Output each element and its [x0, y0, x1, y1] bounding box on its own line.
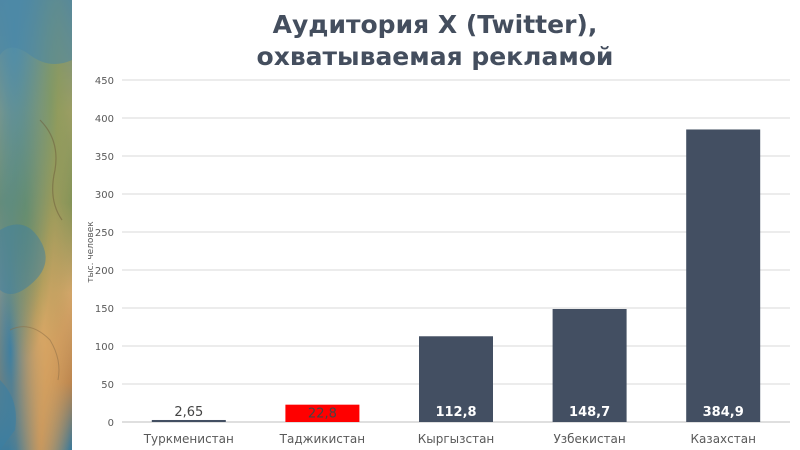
bar [552, 308, 627, 422]
y-axis-label: тыс. человек [86, 221, 96, 283]
bars [151, 129, 761, 422]
y-tick-label: 300 [95, 190, 114, 201]
y-tick-label: 450 [95, 76, 114, 87]
bar [419, 336, 493, 422]
y-tick-label: 400 [95, 114, 114, 125]
bar [151, 419, 226, 422]
y-tick-label: 350 [95, 152, 114, 163]
chart-title-line-2: охватываемая рекламой [256, 42, 614, 71]
y-tick-label: 100 [95, 342, 114, 353]
x-category-label: Узбекистан [553, 432, 625, 446]
y-tick-label: 250 [95, 228, 114, 239]
bar [686, 129, 761, 422]
value-label: 148,7 [569, 405, 610, 420]
map-terrain-image [0, 0, 72, 450]
y-tick-label: 200 [95, 266, 114, 277]
chart-title-line-1: Аудитория X (Twitter), [272, 10, 598, 39]
x-category-label: Казахстан [690, 432, 756, 446]
value-label: 384,9 [703, 405, 744, 420]
y-axis-ticks: 0 50 100 150 200 250 300 350 400 450 [95, 76, 114, 429]
value-label: 2,65 [174, 405, 203, 420]
y-tick-label: 0 [108, 418, 114, 429]
value-labels: 2,65 22,8 112,8 148,7 384,9 [174, 405, 743, 422]
map-decoration [0, 0, 72, 450]
value-label: 22,8 [308, 407, 337, 422]
bar [285, 404, 360, 422]
x-category-label: Таджикистан [279, 432, 365, 446]
x-category-label: Туркменистан [143, 432, 234, 446]
value-label: 112,8 [435, 405, 476, 420]
x-category-label: Кыргызстан [418, 432, 495, 446]
y-tick-label: 50 [101, 380, 114, 391]
y-tick-label: 150 [95, 304, 114, 315]
x-axis-labels: Туркменистан Таджикистан Кыргызстан Узбекис… [143, 432, 756, 446]
